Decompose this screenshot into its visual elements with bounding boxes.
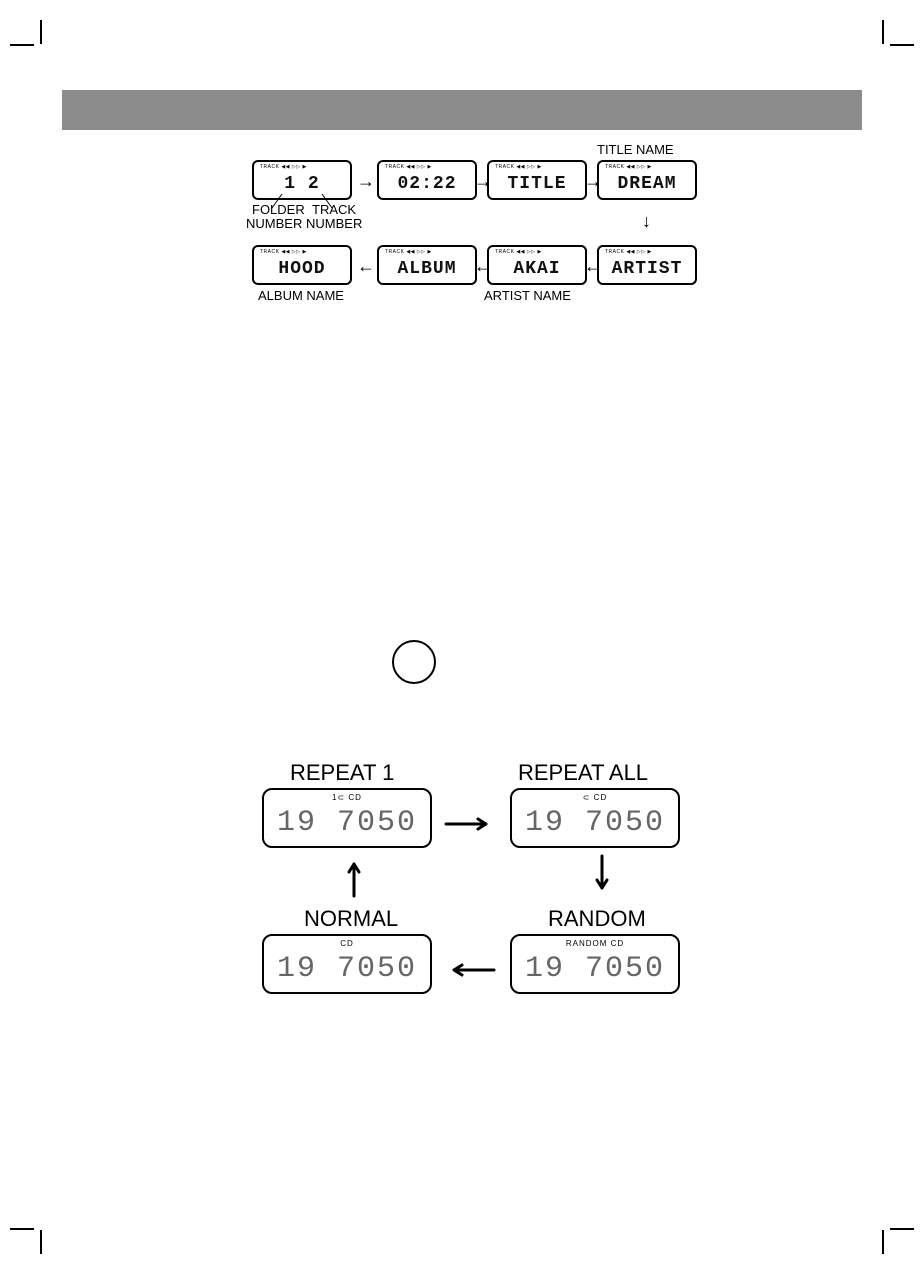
lcd-top-icons: TRACK ◀◀ ▷▷ ▶: [495, 249, 542, 255]
lcd-badge: ⊂ CD: [512, 793, 678, 802]
crop-mark-top-left: [10, 20, 50, 60]
mode-label-repeat1: REPEAT 1: [290, 760, 394, 786]
crop-mark-bottom-right: [874, 1214, 914, 1254]
lcd-top-icons: TRACK ◀◀ ▷▷ ▶: [260, 249, 307, 255]
arrow-icon: →: [357, 172, 375, 190]
header-bar: [62, 90, 862, 130]
lcd-value: DREAM: [599, 174, 695, 194]
lcd-top-icons: TRACK ◀◀ ▷▷ ▶: [605, 249, 652, 255]
play-mode-cycle-diagram: REPEAT 1 1⊂ CD 19 7050 REPEAT ALL ⊂ CD 19 705…: [262, 760, 722, 1040]
lcd-artist: TRACK ◀◀ ▷▷ ▶ ARTIST: [597, 245, 697, 285]
arrow-right-icon: [444, 814, 496, 834]
lcd-akai: TRACK ◀◀ ▷▷ ▶ AKAI: [487, 245, 587, 285]
arrow-icon: ←: [474, 257, 492, 275]
arrow-icon: ←: [357, 257, 375, 275]
arrow-icon: →: [474, 172, 492, 190]
label-artist-name: ARTIST NAME: [484, 288, 571, 303]
lcd-value: 02:22: [379, 174, 475, 194]
arrow-icon: ↓: [642, 212, 651, 230]
lcd-value: TITLE: [489, 174, 585, 194]
lcd-value: AKAI: [489, 259, 585, 279]
indicator-line: [252, 150, 352, 230]
lcd-dream: TRACK ◀◀ ▷▷ ▶ DREAM: [597, 160, 697, 200]
lcd-big-random: RANDOM CD 19 7050: [510, 934, 680, 994]
lcd-top-icons: TRACK ◀◀ ▷▷ ▶: [385, 249, 432, 255]
label-title-name: TITLE NAME: [597, 142, 674, 157]
arrow-icon: →: [584, 172, 602, 190]
mode-label-normal: NORMAL: [304, 906, 398, 932]
crop-mark-top-right: [874, 20, 914, 60]
page-content: TRACK ◀◀ ▷▷ ▶1 2TRACK ◀◀ ▷▷ ▶02:22TRACK …: [62, 60, 862, 330]
lcd-big-repeat1: 1⊂ CD 19 7050: [262, 788, 432, 848]
lcd-badge: CD: [264, 939, 430, 948]
lcd-hood: TRACK ◀◀ ▷▷ ▶ HOOD: [252, 245, 352, 285]
lcd-value: HOOD: [254, 259, 350, 279]
lcd-value: ARTIST: [599, 259, 695, 279]
arrow-up-icon: [344, 854, 364, 898]
mode-button-circle-icon: [392, 640, 436, 684]
lcd-badge: 1⊂ CD: [264, 793, 430, 802]
lcd-big-value: 19 7050: [512, 806, 678, 840]
lcd-big-repeatall: ⊂ CD 19 7050: [510, 788, 680, 848]
lcd-badge: RANDOM CD: [512, 939, 678, 948]
lcd-big-normal: CD 19 7050: [262, 934, 432, 994]
lcd-top-icons: TRACK ◀◀ ▷▷ ▶: [385, 164, 432, 170]
lcd-album: TRACK ◀◀ ▷▷ ▶ ALBUM: [377, 245, 477, 285]
mode-label-repeatall: REPEAT ALL: [518, 760, 648, 786]
lcd-top-icons: TRACK ◀◀ ▷▷ ▶: [495, 164, 542, 170]
lcd-big-value: 19 7050: [512, 952, 678, 986]
lcd-time: TRACK ◀◀ ▷▷ ▶ 02:22: [377, 160, 477, 200]
label-album-name: ALBUM NAME: [258, 288, 344, 303]
arrow-icon: ←: [584, 257, 602, 275]
lcd-value: ALBUM: [379, 259, 475, 279]
id3-cycle-diagram: TRACK ◀◀ ▷▷ ▶1 2TRACK ◀◀ ▷▷ ▶02:22TRACK …: [252, 150, 722, 330]
crop-mark-bottom-left: [10, 1214, 50, 1254]
lcd-top-icons: TRACK ◀◀ ▷▷ ▶: [605, 164, 652, 170]
arrow-left-icon: [444, 960, 496, 980]
lcd-big-value: 19 7050: [264, 806, 430, 840]
lcd-title: TRACK ◀◀ ▷▷ ▶ TITLE: [487, 160, 587, 200]
lcd-big-value: 19 7050: [264, 952, 430, 986]
mode-label-random: RANDOM: [548, 906, 646, 932]
arrow-down-icon: [592, 854, 612, 898]
